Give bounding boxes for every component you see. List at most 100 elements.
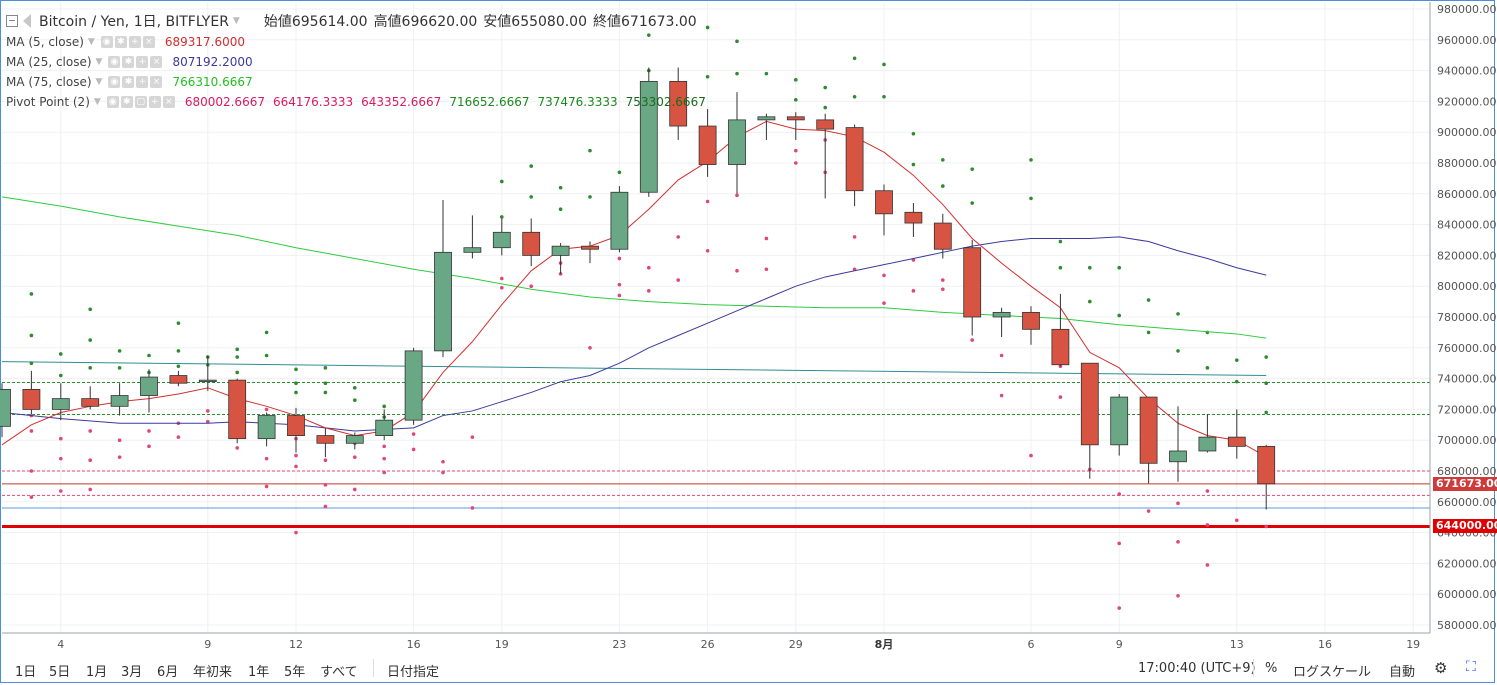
- candle-body: [257, 415, 276, 440]
- legend-ma75[interactable]: MA (75, close) ▼ ◉ ✱ + × 766310.6667: [6, 75, 253, 89]
- range-1m[interactable]: 1月: [86, 665, 108, 680]
- gear-icon[interactable]: ✱: [120, 96, 133, 108]
- candle: [845, 124, 864, 207]
- pivot-dot-down: [794, 148, 798, 153]
- flag-icon[interactable]: [23, 14, 31, 28]
- close-icon[interactable]: ×: [142, 36, 155, 48]
- pivot-dot-down: [1117, 541, 1121, 546]
- eye-icon[interactable]: ◉: [100, 36, 113, 48]
- log-scale-toggle[interactable]: ログスケール: [1293, 665, 1372, 680]
- range-1y[interactable]: 1年: [248, 665, 270, 680]
- chevron-down-icon[interactable]: ▼: [95, 57, 103, 67]
- auto-scale-toggle[interactable]: 自動: [1389, 665, 1416, 680]
- indicator-value: 737476.3333: [537, 95, 618, 109]
- gear-icon[interactable]: ✱: [122, 56, 135, 68]
- ohlc-values: 始値695614.00 高値696620.00 安値655080.00 終値67167…: [264, 11, 703, 31]
- candle: [316, 427, 335, 458]
- price-tick-label: 800000.00: [1437, 280, 1497, 293]
- pivot-dot-up: [147, 353, 151, 358]
- chevron-down-icon[interactable]: ▼: [232, 16, 240, 26]
- candle: [1080, 362, 1099, 479]
- pivot-dot-down: [1058, 364, 1063, 369]
- legend-ma25[interactable]: MA (25, close) ▼ ◉ ✱ + × 807192.2000: [6, 55, 253, 69]
- gear-icon[interactable]: ⚙: [1434, 659, 1448, 677]
- pivot-dot-up: [117, 366, 122, 370]
- candle: [639, 67, 658, 197]
- candle-body: [669, 80, 688, 127]
- candle: [0, 383, 11, 438]
- symbol-title[interactable]: Bitcoin / Yen, 1日, BITFLYER: [39, 14, 229, 30]
- close-icon[interactable]: ×: [150, 56, 163, 68]
- fullscreen-icon[interactable]: ⛶: [1466, 659, 1476, 675]
- indicator-value: 807192.2000: [172, 55, 253, 69]
- chevron-down-icon[interactable]: ▼: [87, 37, 95, 47]
- pivot-dot-up: [558, 185, 563, 190]
- pivot-dot-up: [764, 71, 769, 76]
- plus-icon[interactable]: +: [128, 36, 141, 48]
- candle: [51, 383, 70, 421]
- percent-toggle[interactable]: %: [1265, 661, 1278, 676]
- goto-date-button[interactable]: 日付指定: [387, 665, 440, 680]
- pivot-dot-down: [735, 193, 739, 198]
- range-5y[interactable]: 5年: [284, 665, 306, 680]
- candle: [698, 109, 717, 177]
- range-6m[interactable]: 6月: [157, 665, 179, 680]
- pivot-dot-down: [588, 346, 592, 350]
- clock: 17:00:40 (UTC+9): [1138, 661, 1256, 676]
- open-value: 始値695614.00: [263, 14, 368, 30]
- line-price-tag[interactable]: 644000.00: [1433, 519, 1497, 533]
- indicator-value: 680002.6667: [184, 95, 265, 109]
- pivot-dot-down: [206, 409, 210, 413]
- plus-icon[interactable]: +: [136, 56, 149, 68]
- candle-body: [1080, 362, 1099, 446]
- candle: [22, 370, 41, 415]
- candle-body: [639, 80, 658, 193]
- candle: [551, 243, 570, 274]
- pivot-dot-up: [235, 370, 239, 375]
- pivot-dot-down: [705, 199, 710, 204]
- range-1d[interactable]: 1日: [15, 665, 37, 680]
- collapse-icon[interactable]: [6, 15, 18, 27]
- legend-pivot[interactable]: Pivot Point (2) ▼ ◉ ✱ ▢ + × 680002.6667 6641…: [6, 95, 706, 109]
- pivot-dot-down: [441, 470, 445, 475]
- range-3m[interactable]: 3月: [121, 665, 143, 680]
- eye-icon[interactable]: ◉: [106, 96, 119, 108]
- chevron-down-icon[interactable]: ▼: [95, 77, 103, 87]
- indicator-value: 689317.6000: [164, 35, 246, 49]
- pivot-dot-up: [1176, 312, 1180, 316]
- candle-body: [287, 415, 305, 436]
- pivot-dot-up: [882, 62, 886, 67]
- candle: [581, 241, 599, 264]
- candle-body: [610, 191, 629, 250]
- pivot-dot-up: [88, 307, 92, 312]
- candle: [345, 432, 364, 450]
- candle-body: [816, 119, 835, 130]
- pivot-dot-up: [29, 333, 34, 338]
- pivot-dot-up: [588, 148, 592, 153]
- price-tick-label: 680000.00: [1437, 465, 1497, 478]
- eye-icon[interactable]: ◉: [108, 76, 121, 88]
- gear-icon[interactable]: ✱: [122, 76, 135, 88]
- indicator-name: MA (75, close): [6, 75, 92, 89]
- pivot-dot-down: [323, 504, 328, 509]
- pivot-dot-up: [1146, 298, 1151, 302]
- price-tick-label: 860000.00: [1437, 188, 1497, 201]
- range-5d[interactable]: 5日: [49, 665, 71, 680]
- source-icon[interactable]: ▢: [134, 96, 147, 108]
- gear-icon[interactable]: ✱: [114, 36, 127, 48]
- pivot-dot-down: [117, 455, 122, 459]
- range-all[interactable]: すべて: [320, 665, 358, 680]
- close-icon[interactable]: ×: [150, 76, 163, 88]
- plus-icon[interactable]: +: [148, 96, 161, 108]
- time-tick-label: 26: [701, 638, 715, 651]
- range-ytd[interactable]: 年初来: [193, 665, 233, 680]
- price-tick-label: 720000.00: [1437, 403, 1497, 416]
- close-icon[interactable]: ×: [162, 96, 175, 108]
- plus-icon[interactable]: +: [136, 76, 149, 88]
- chevron-down-icon[interactable]: ▼: [93, 97, 101, 107]
- pivot-dot-down: [29, 469, 34, 473]
- eye-icon[interactable]: ◉: [108, 56, 121, 68]
- pivot-dot-up: [529, 164, 533, 168]
- legend-ma5[interactable]: MA (5, close) ▼ ◉ ✱ + × 689317.6000: [6, 35, 245, 49]
